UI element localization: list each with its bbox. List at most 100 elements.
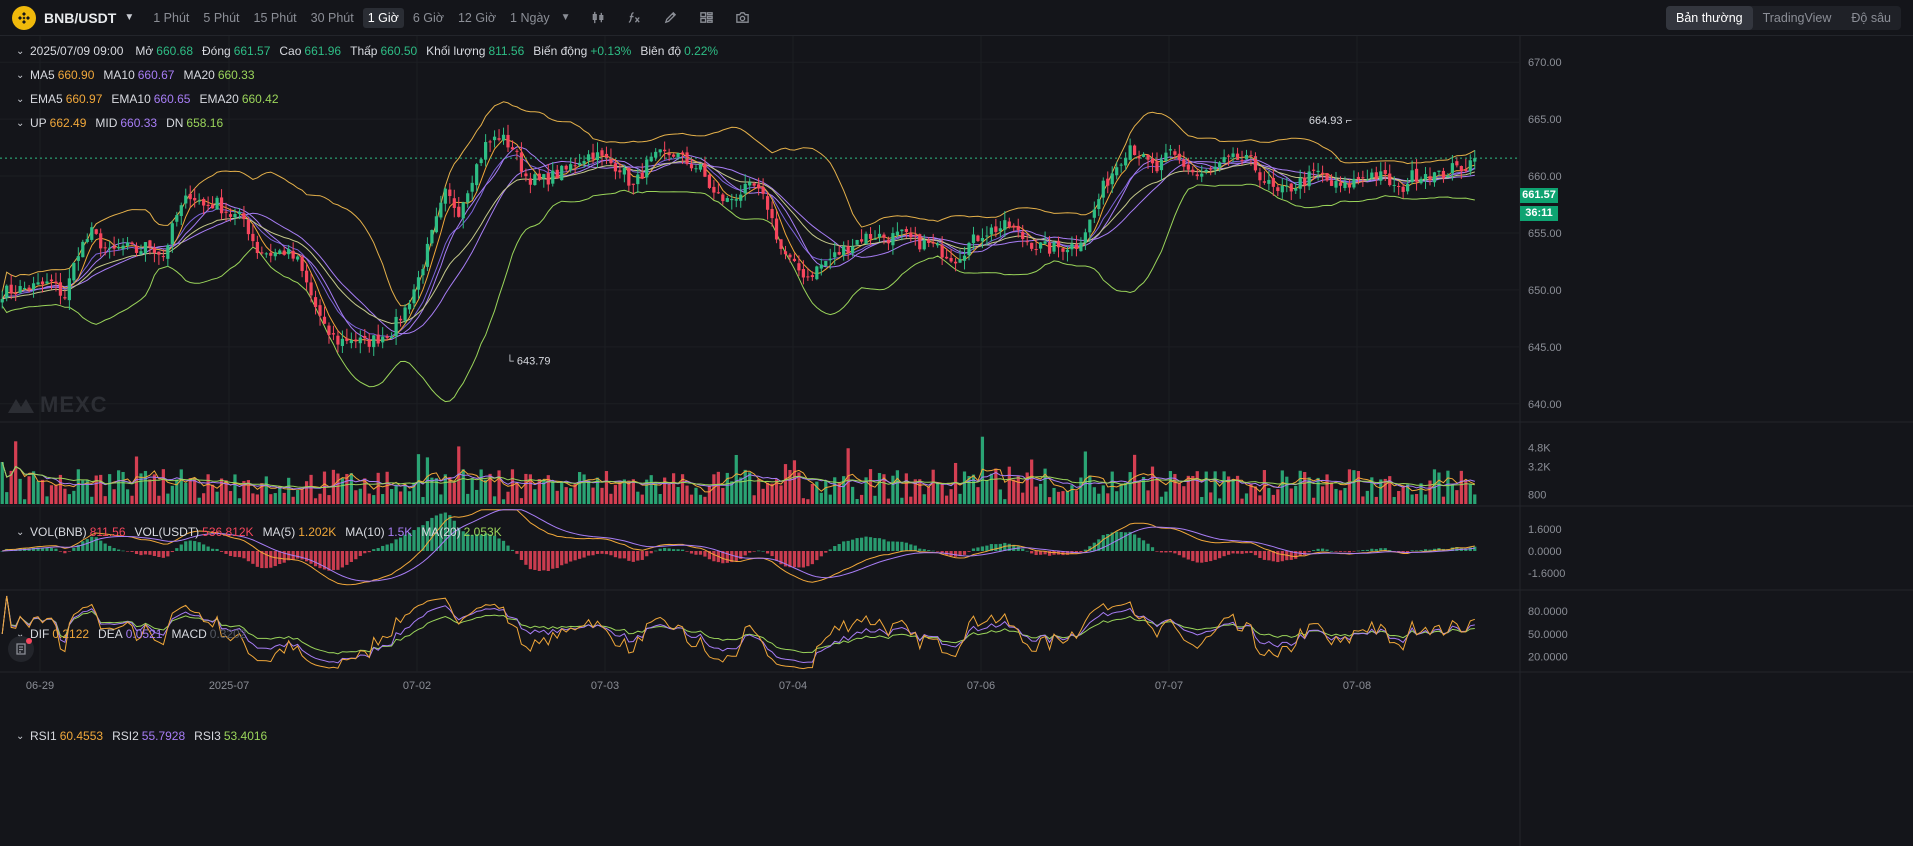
volume-bar [945,495,949,504]
volume-bar [654,482,658,504]
chart-grid [0,36,1913,846]
volume-bar [358,488,362,504]
candle-body [264,253,268,255]
collapse-chevron-icon[interactable]: ⌄ [16,730,25,742]
top-toolbar: BNB/USDT ▼ 1 Phút 5 Phút 15 Phút 30 Phút… [0,0,1913,36]
candle-body [1428,176,1432,181]
macd-histogram-bar [631,551,635,562]
candle-body [918,234,922,250]
ma20-line [1,160,1475,335]
volume-bar [157,495,161,504]
mexc-logo-icon [8,399,34,413]
candle-body [5,285,9,298]
symbol-selector[interactable]: BNB/USDT [44,9,117,26]
volume-bar [1325,474,1329,504]
floating-order-button[interactable] [8,636,34,662]
volume-bar [1365,490,1369,504]
view-mode-switch: Bản thường TradingView Độ sâu [1665,6,1901,30]
candle-body [824,260,828,266]
candle-body [492,136,497,141]
macd-histogram-bar [210,548,215,551]
macd-histogram-bar [748,551,752,553]
collapse-chevron-icon[interactable]: ⌄ [16,628,25,640]
macd-histogram-bar [99,540,103,551]
macd-histogram-bar [1361,550,1365,551]
dea-value: 0.0521 [125,627,163,641]
collapse-chevron-icon[interactable]: ⌄ [16,117,25,129]
candle-body [1334,180,1338,188]
timeframe-1d[interactable]: 1 Ngày [510,10,550,25]
volume-bar [1289,488,1293,504]
candle-body [891,233,895,246]
macd-histogram-bar [358,551,362,556]
candle-body [815,266,819,280]
timeframe-30m[interactable]: 30 Phút [310,10,354,25]
macd-histogram-bar [1258,551,1262,558]
candle-body [1432,172,1437,183]
volume-bar [179,469,183,504]
macd-histogram-bar [108,545,112,551]
volume-bar [1021,492,1025,504]
volume-bar [1253,486,1258,504]
candle-body [506,134,510,148]
macd-histogram-bar [1334,551,1338,552]
macd-histogram-bar [877,538,882,551]
volume-bar [936,482,940,504]
camera-icon[interactable] [733,8,753,28]
volume-bar [1473,494,1477,504]
volume-bar [175,479,179,504]
layout-grid-icon[interactable] [697,8,717,28]
price-chart[interactable]: 670.00 665.00 660.00 655.00 650.00 645.00 640.… [0,36,1913,846]
candle-body [864,233,868,244]
volume-bar [962,471,967,504]
collapse-chevron-icon[interactable]: ⌄ [16,93,25,105]
macd-histogram-bar [219,551,224,552]
candle-body [18,286,22,293]
view-tradingview-button[interactable]: TradingView [1762,11,1832,25]
macd-histogram-bar [1012,544,1016,551]
candle-body [953,261,958,264]
timeframe-15m[interactable]: 15 Phút [253,10,297,25]
indicator-fx-icon[interactable] [625,8,645,28]
volume-bar [1200,496,1204,504]
collapse-chevron-icon[interactable]: ⌄ [16,45,25,57]
candle-body [774,218,779,240]
volume-bar [1016,476,1020,504]
macd-histogram-bar [613,551,618,558]
macd-tick-label: 1.6000 [1528,524,1562,536]
volume-bar [752,495,756,504]
view-depth-button[interactable]: Độ sâu [1851,11,1891,25]
candle-body [1423,174,1428,180]
volume-bar [452,482,456,504]
volume-bar [479,469,483,504]
candle-type-icon[interactable] [589,8,609,28]
view-basic-button[interactable]: Bản thường [1665,6,1753,30]
timeframe-dropdown-caret-icon[interactable]: ▼ [560,12,571,23]
current-price-badge: 661.57 [1520,188,1558,203]
candle-body [783,251,788,255]
macd-histogram-bar [40,547,45,551]
timeframe-1m[interactable]: 1 Phút [153,10,190,25]
volume-bar [14,441,18,504]
macd-histogram-bar [1182,551,1186,558]
macd-histogram-bar [1204,551,1208,562]
volume-bar [515,483,519,504]
candle-body [962,255,967,261]
macd-histogram-bar [949,551,953,557]
symbol-dropdown-caret-icon[interactable]: ▼ [124,12,135,23]
candle-body [927,239,931,243]
timeframe-6h[interactable]: 6 Giờ [412,10,444,25]
volume-bar [304,481,309,504]
candle-body [698,163,703,170]
macd-histogram-bar [260,551,264,569]
draw-pencil-icon[interactable] [661,8,681,28]
candle-body [0,299,4,303]
timeframe-12h[interactable]: 12 Giờ [457,10,497,25]
collapse-chevron-icon[interactable]: ⌄ [16,526,25,538]
macd-histogram-bar [1356,550,1361,552]
macd-histogram-bar [309,551,313,564]
dif-value: 0.2122 [52,627,90,641]
timeframe-1h[interactable]: 1 Giờ [362,7,404,28]
collapse-chevron-icon[interactable]: ⌄ [16,69,25,81]
timeframe-5m[interactable]: 5 Phút [203,10,240,25]
